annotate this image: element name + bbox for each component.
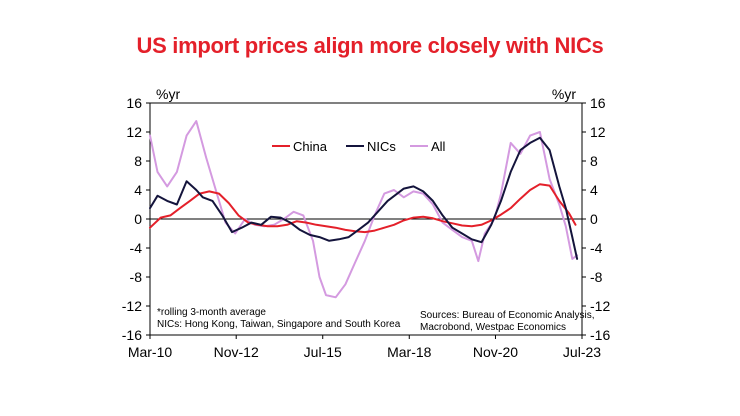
y-tick-label-right: -8 (590, 269, 603, 285)
y-tick-label-right: 4 (590, 182, 598, 198)
y-tick-label-left: 12 (126, 124, 142, 140)
y-axis-label-left: %yr (156, 86, 180, 102)
footnote-left: NICs: Hong Kong, Taiwan, Singapore and S… (157, 319, 401, 330)
x-tick-label: Nov-20 (473, 344, 518, 360)
y-tick-label-right: 12 (590, 124, 606, 140)
y-tick-label-right: 0 (590, 211, 598, 227)
x-tick-label: Jul-15 (304, 344, 342, 360)
footnote-left: *rolling 3-month average (157, 307, 266, 318)
y-tick-label-left: 4 (134, 182, 142, 198)
series-line-nics (149, 136, 579, 260)
legend-label-china: China (293, 139, 328, 154)
source-note: Sources: Bureau of Economic Analysis, (420, 310, 595, 321)
y-tick-label-right: 16 (590, 95, 606, 111)
x-tick-label: Nov-12 (214, 344, 259, 360)
y-tick-label-right: -4 (590, 240, 603, 256)
y-tick-label-left: -4 (130, 240, 143, 256)
legend-label-nics: NICs (367, 139, 396, 154)
y-tick-label-left: -12 (122, 298, 142, 314)
x-tick-label: Mar-18 (387, 344, 432, 360)
y-tick-label-right: -12 (590, 298, 610, 314)
y-tick-label-left: 8 (134, 153, 142, 169)
x-tick-label: Mar-10 (128, 344, 173, 360)
y-tick-label-right: -16 (590, 327, 610, 343)
y-tick-label-left: -16 (122, 327, 142, 343)
y-tick-label-right: 8 (590, 153, 598, 169)
source-note: Macrobond, Westpac Economics (420, 322, 566, 333)
y-tick-label-left: 16 (126, 95, 142, 111)
chart-title: US import prices align more closely with… (136, 33, 604, 58)
y-tick-label-left: 0 (134, 211, 142, 227)
series-line-all (149, 120, 579, 299)
y-tick-label-left: -8 (130, 269, 143, 285)
legend-label-all: All (431, 139, 446, 154)
x-tick-label: Jul-23 (563, 344, 601, 360)
y-axis-label-right: %yr (552, 86, 576, 102)
series-line-china (149, 183, 577, 234)
